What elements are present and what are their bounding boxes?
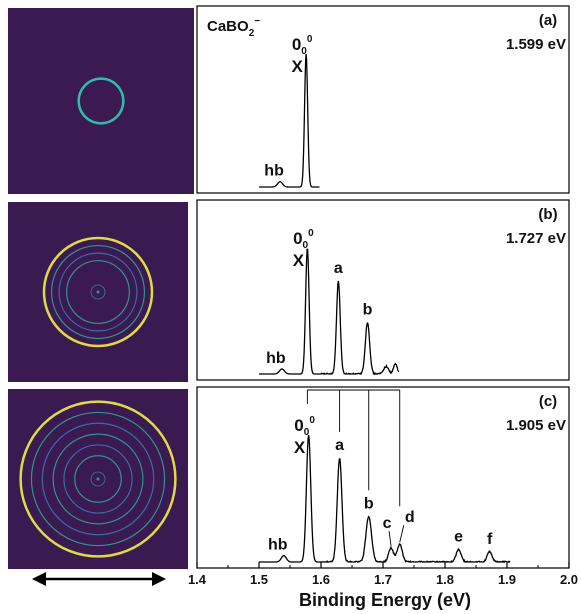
x-tick-label: 1.4 xyxy=(188,572,207,587)
x-tick-label: 1.8 xyxy=(436,572,454,587)
molecule-formula: CaBO xyxy=(207,18,249,35)
spectrum-trace xyxy=(259,53,320,188)
peak-label-X: X xyxy=(291,57,303,76)
photoelectron-ring xyxy=(42,236,154,348)
photoelectron-ring xyxy=(30,411,166,547)
photoelectron-ring xyxy=(74,455,122,503)
center-ring xyxy=(90,471,106,487)
center-spot xyxy=(96,477,100,481)
molecule-label: CaBO2− xyxy=(207,16,260,39)
peak-label-e: e xyxy=(454,528,463,545)
origin-transition-label: 000 xyxy=(294,415,315,438)
panel-label: (b) xyxy=(538,206,557,223)
peak-label-f: f xyxy=(487,531,493,548)
peak-label-X: X xyxy=(294,438,306,457)
panel-frame xyxy=(196,199,570,381)
photoelectron-ring xyxy=(19,400,177,558)
peak-label-hb: hb xyxy=(268,537,288,554)
photon-energy: 1.727 eV xyxy=(506,230,566,247)
x-axis-title: Binding Energy (eV) xyxy=(299,590,471,610)
photoelectron-ring xyxy=(58,252,138,332)
peak-pointer xyxy=(399,525,405,543)
photoelectron-ring xyxy=(66,260,130,324)
photon-energy: 1.905 eV xyxy=(506,417,566,434)
spectrum-trace xyxy=(259,434,511,564)
x-tick-label: 1.7 xyxy=(374,572,392,587)
origin-transition-label: 000 xyxy=(292,34,313,57)
photon-energy: 1.599 eV xyxy=(506,36,566,53)
peak-label-d: d xyxy=(405,509,415,526)
peak-label-X: X xyxy=(293,251,305,270)
image-background xyxy=(8,8,194,194)
peak-label-hb: hb xyxy=(264,163,284,180)
peak-label-b: b xyxy=(364,495,374,512)
photoelectron-ring xyxy=(52,433,144,525)
x-tick-label: 1.6 xyxy=(312,572,330,587)
velocity-map-images xyxy=(8,8,194,569)
x-tick-label: 1.9 xyxy=(498,572,516,587)
panel-frame xyxy=(196,5,570,194)
x-tick-label: 2.0 xyxy=(560,572,578,587)
peak-label-a: a xyxy=(335,437,344,454)
image-panel-2 xyxy=(8,202,188,382)
center-ring xyxy=(90,284,106,300)
peak-label-hb: hb xyxy=(266,350,286,367)
peak-pointer xyxy=(388,530,392,547)
molecule-subscript: 2 xyxy=(249,28,255,39)
image-panel-1 xyxy=(8,8,194,194)
photoelectron-ring xyxy=(77,77,125,125)
image-panel-3 xyxy=(8,389,188,569)
peak-label-b: b xyxy=(363,301,373,318)
peak-label-c: c xyxy=(383,515,392,532)
x-tick-label: 1.5 xyxy=(250,572,268,587)
center-spot xyxy=(96,290,100,294)
panel-frame xyxy=(196,386,570,569)
spectrum-trace xyxy=(259,248,400,376)
molecule-charge: − xyxy=(254,16,260,27)
image-scale-arrow-icon xyxy=(32,572,166,586)
photoelectron-ring xyxy=(50,244,146,340)
origin-transition-label: 000 xyxy=(293,228,314,251)
photoelectron-ring xyxy=(41,422,155,536)
panel-label: (c) xyxy=(539,393,557,410)
x-axis: Binding Energy (eV) 1.4 1.5 1.6 1.7 1.8 1.9 2.… xyxy=(188,562,578,610)
panel-label: (a) xyxy=(539,12,557,29)
photoelectron-ring xyxy=(63,444,133,514)
peak-label-a: a xyxy=(334,260,343,277)
